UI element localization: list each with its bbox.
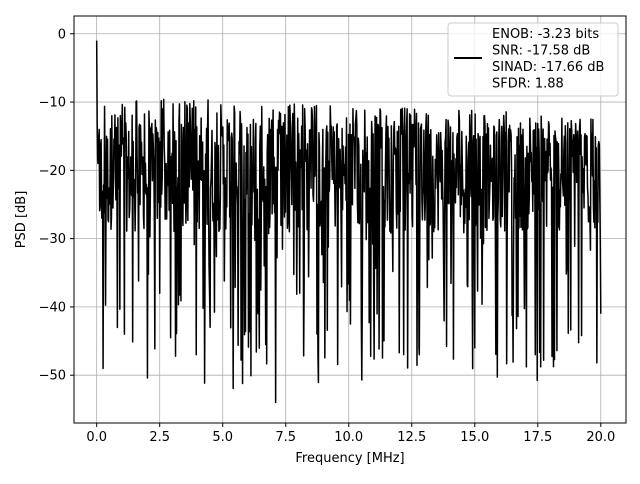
x-axis-label: Frequency [MHz] (295, 451, 404, 466)
x-tick-label: 5.0 (212, 430, 233, 445)
y-tick-label: −20 (39, 164, 66, 179)
axes-frame (73, 15, 627, 424)
x-tick-label: 10.0 (334, 430, 363, 445)
legend-box (447, 22, 619, 97)
plot-area (95, 40, 602, 404)
y-tick-label: 0 (58, 27, 66, 42)
legend-sinad-text: SINAD: -17.66 dB (492, 60, 604, 75)
y-tick-label: −30 (39, 232, 66, 247)
psd-series-line (95, 40, 602, 404)
y-axis: 0 −10 −20 −30 −40 −50 (39, 27, 74, 384)
x-tick-label: 17.5 (523, 430, 552, 445)
legend-snr-text: SNR: -17.58 dB (492, 44, 590, 59)
legend: ENOB: -3.23 bits SNR: -17.58 dB SINAD: -… (447, 22, 619, 97)
y-tick-label: −50 (39, 369, 66, 384)
legend-sfdr-text: SFDR: 1.88 (492, 77, 564, 92)
x-tick-label: 2.5 (149, 430, 170, 445)
x-tick-label: 15.0 (460, 430, 489, 445)
x-tick-label: 12.5 (397, 430, 426, 445)
x-tick-label: 0.0 (86, 430, 107, 445)
x-axis: 0.0 2.5 5.0 7.5 10.0 12.5 15.0 17.5 20.0 (86, 423, 615, 445)
x-tick-label: 7.5 (275, 430, 296, 445)
x-tick-label: 20.0 (586, 430, 615, 445)
y-axis-label: PSD [dB] (14, 191, 29, 249)
y-tick-label: −10 (39, 96, 66, 111)
y-tick-label: −40 (39, 300, 66, 315)
legend-enob-text: ENOB: -3.23 bits (492, 27, 599, 42)
